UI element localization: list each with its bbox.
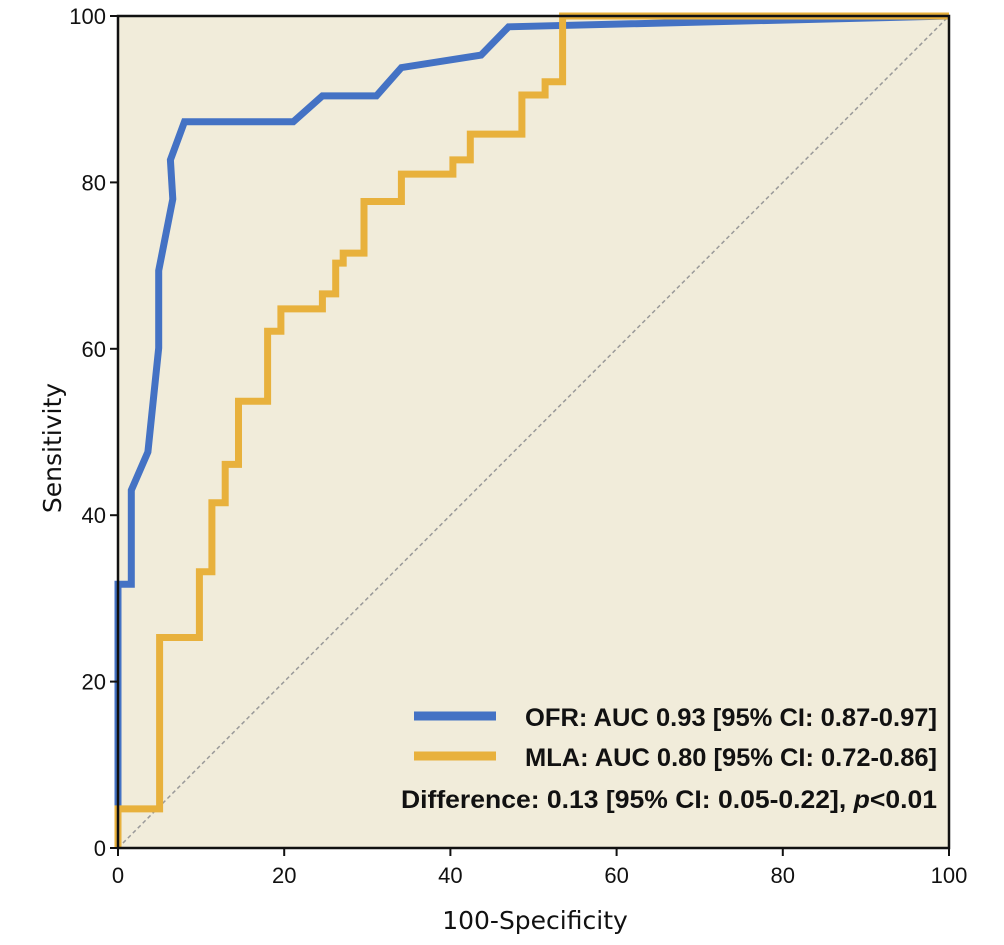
difference-prefix: Difference: 0.13 [95% CI: 0.05-0.22], — [401, 786, 854, 814]
ticks-layer: 0 20 40 60 80 100 0 20 40 60 80 100 — [69, 4, 967, 888]
y-tick-label: 0 — [94, 836, 106, 861]
series-line-ofr — [114, 12, 950, 848]
plot-frame — [116, 14, 951, 850]
y-tick-label: 100 — [69, 4, 106, 29]
difference-p: p — [853, 786, 870, 814]
series-line-mla — [114, 12, 949, 848]
x-tick-label: 0 — [112, 863, 124, 888]
x-tick-label: 40 — [438, 863, 462, 888]
legend-label-ofr: OFR: AUC 0.93 [95% CI: 0.87-0.97] — [525, 704, 937, 732]
y-tick-label: 20 — [82, 670, 106, 695]
legend-difference: Difference: 0.13 [95% CI: 0.05-0.22], p<… — [401, 786, 937, 814]
series-layer — [114, 12, 950, 848]
y-axis-title: Sensitivity — [38, 383, 67, 513]
x-tick-label: 60 — [604, 863, 628, 888]
y-tick-label: 80 — [82, 170, 106, 195]
legend-label-mla: MLA: AUC 0.80 [95% CI: 0.72-0.86] — [525, 744, 937, 772]
difference-suffix: <0.01 — [870, 786, 937, 814]
y-tick-label: 60 — [82, 337, 106, 362]
plot-area — [118, 16, 949, 848]
y-tick-label: 40 — [82, 503, 106, 528]
x-tick-label: 20 — [272, 863, 296, 888]
x-tick-label: 80 — [771, 863, 795, 888]
legend: OFR: AUC 0.93 [95% CI: 0.87-0.97] MLA: A… — [401, 704, 937, 814]
x-tick-label: 100 — [931, 863, 968, 888]
x-axis-title: 100-Specificity — [442, 906, 628, 935]
